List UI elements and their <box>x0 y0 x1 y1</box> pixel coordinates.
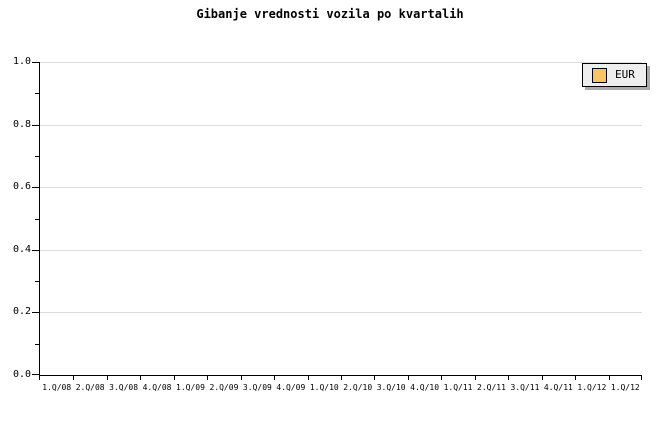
x-axis-tick <box>609 376 610 380</box>
x-axis-tick <box>174 376 175 380</box>
x-axis-tick <box>508 376 509 380</box>
y-axis-minor-tick <box>35 344 39 345</box>
y-axis-minor-tick <box>35 93 39 94</box>
x-axis-tick <box>475 376 476 380</box>
x-tick-label: 1.Q/12 <box>577 383 607 392</box>
x-tick-label: 4.Q/08 <box>142 383 172 392</box>
x-tick-label: 1.Q/08 <box>42 383 72 392</box>
x-axis-tick <box>140 376 141 380</box>
x-tick-label: 2.Q/11 <box>477 383 506 392</box>
x-tick-label: 1.Q/12 <box>610 383 640 392</box>
x-tick-label: 2.Q/08 <box>75 383 105 392</box>
y-tick-label: 0.0 <box>12 369 31 380</box>
y-tick-label: 0.4 <box>12 244 31 255</box>
y-axis-major-tick <box>32 250 39 251</box>
y-axis-minor-tick <box>35 219 39 220</box>
x-axis-tick <box>575 376 576 380</box>
y-tick-label: 1.0 <box>12 56 31 67</box>
x-tick-label: 3.Q/08 <box>109 383 139 392</box>
x-axis-tick <box>408 376 409 380</box>
y-axis-minor-tick <box>35 281 39 282</box>
x-tick-label: 3.Q/11 <box>510 383 540 392</box>
plot-area: 1.0 0.8 0.6 0.4 0.2 0.0 1.Q/08 2.Q/08 3.Q/08 4.Q/… <box>13 56 642 392</box>
y-axis-minor-tick <box>35 156 39 157</box>
y-axis-major-tick <box>32 187 39 188</box>
legend-box: EUR <box>582 63 647 87</box>
gridline-y <box>40 187 642 188</box>
x-axis-tick <box>73 376 74 380</box>
x-axis-tick <box>241 376 242 380</box>
y-tick-label: 0.6 <box>12 181 31 192</box>
gridline-y <box>40 125 642 126</box>
x-axis-tick <box>341 376 342 380</box>
gridline-y <box>40 62 642 63</box>
x-axis-tick <box>542 376 543 380</box>
x-tick-label: 1.Q/09 <box>176 383 205 392</box>
x-axis-tick <box>274 376 275 380</box>
x-axis-tick <box>441 376 442 380</box>
x-axis-tick <box>107 376 108 380</box>
x-tick-label: 4.Q/10 <box>410 383 440 392</box>
y-tick-label: 0.2 <box>12 306 31 317</box>
legend-label-eur: EUR <box>615 68 635 81</box>
x-tick-label: 2.Q/09 <box>209 383 239 392</box>
x-tick-label: 4.Q/11 <box>543 383 573 392</box>
x-axis-tick <box>207 376 208 380</box>
y-axis-major-tick <box>32 374 39 375</box>
y-axis-major-tick <box>32 125 39 126</box>
x-axis-tick <box>374 376 375 380</box>
x-axis-tick <box>39 376 40 380</box>
x-tick-label: 3.Q/10 <box>376 383 406 392</box>
x-tick-label: 1.Q/10 <box>309 383 339 392</box>
x-tick-label: 2.Q/10 <box>343 383 373 392</box>
x-axis-tick <box>641 376 642 380</box>
chart-title: Gibanje vrednosti vozila po kvartalih <box>196 7 464 21</box>
x-axis-tick <box>308 376 309 380</box>
gridline-y <box>40 250 642 251</box>
y-axis-major-tick <box>32 312 39 313</box>
gridline-y <box>40 312 642 313</box>
x-tick-label: 1.Q/11 <box>443 383 473 392</box>
x-tick-label: 4.Q/09 <box>276 383 306 392</box>
legend-swatch-eur <box>592 67 607 83</box>
y-tick-label: 0.8 <box>12 119 31 130</box>
y-axis-major-tick <box>32 62 39 63</box>
x-tick-label: 3.Q/09 <box>242 383 272 392</box>
